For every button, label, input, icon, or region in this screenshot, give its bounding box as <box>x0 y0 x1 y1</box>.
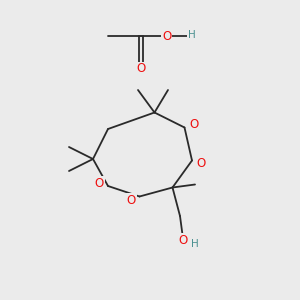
Text: O: O <box>136 62 146 76</box>
Text: H: H <box>191 239 199 249</box>
Text: O: O <box>189 118 198 131</box>
Text: O: O <box>94 177 103 190</box>
Text: O: O <box>178 233 188 247</box>
Text: O: O <box>127 194 136 207</box>
Text: O: O <box>196 157 206 170</box>
Text: H: H <box>188 30 196 40</box>
Text: O: O <box>162 29 171 43</box>
